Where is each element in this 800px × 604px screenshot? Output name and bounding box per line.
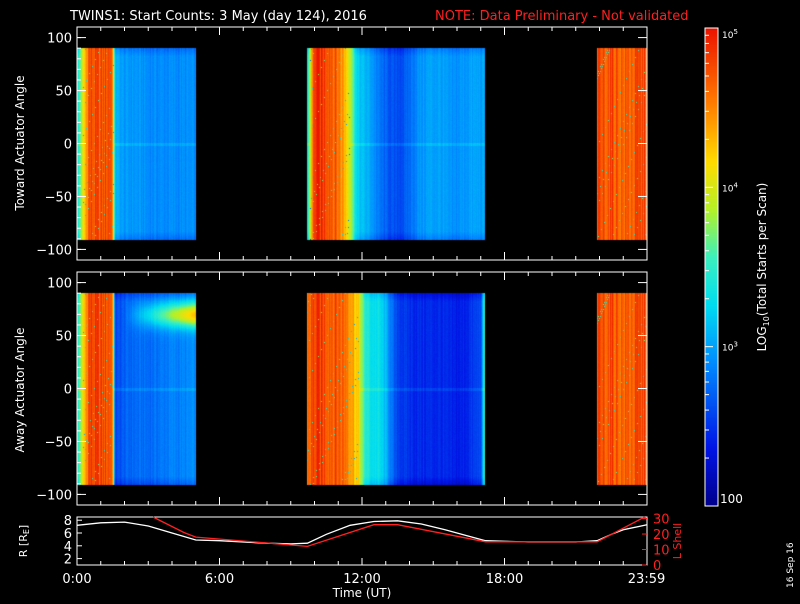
preliminary-note: NOTE: Data Preliminary - Not validated	[435, 9, 689, 24]
orbit-panel-frame	[76, 516, 648, 566]
lshell-tick-label: 10	[653, 544, 670, 559]
time-tick-label: 0:00	[62, 572, 91, 587]
radius-tick-label: 2	[64, 553, 72, 568]
colorbar-tick-exp: 4	[733, 181, 738, 189]
plot-title: TWINS1: Start Counts: 3 May (day 124), 2…	[69, 9, 367, 24]
time-tick-label: 18:00	[486, 572, 523, 587]
away-y-axis-label: Away Actuator Angle	[13, 327, 27, 452]
away-heatmap-panel: 100 50 0 −50 −100 Away Actuator Angle	[13, 271, 648, 506]
lshell-axis-label: L Shell	[671, 523, 684, 559]
time-tick-label: 6:00	[205, 572, 234, 587]
radius-tick-label: 6	[64, 527, 72, 542]
y-tick-label: 100	[47, 277, 72, 292]
lshell-line	[152, 516, 645, 548]
toward-heatmap-panel: 100 50 0 −50 −100 Toward Actuator Angle	[13, 26, 648, 261]
colorbar-tick-label: 105	[722, 28, 738, 41]
radius-axis-label: R [RE]	[17, 525, 31, 557]
y-tick-label: 0	[64, 383, 72, 398]
colorbar-title: LOG10(Total Starts per Scan)	[755, 183, 771, 352]
away-heatmap-image	[77, 272, 647, 505]
colorbar-min-label: 100	[720, 492, 743, 506]
toward-y-axis-label: Toward Actuator Angle	[13, 75, 27, 211]
colorbar-tick-base: 10	[722, 31, 734, 41]
date-stamp: 16 Sep 16	[786, 542, 796, 588]
toward-heatmap-image	[77, 27, 647, 260]
colorbar-gradient	[705, 28, 718, 506]
toward-axis-ticks: 100 50 0 −50 −100	[36, 27, 648, 260]
colorbar-tick-exp: 5	[733, 28, 737, 36]
time-tick-label: 12:00	[343, 572, 380, 587]
lshell-tick-label: 30	[653, 513, 670, 528]
colorbar-tick-label: 104	[722, 181, 738, 194]
radius-tick-label: 8	[64, 514, 72, 529]
lshell-tick-label: 20	[653, 528, 670, 543]
time-tick-label: 23:59	[628, 572, 665, 587]
y-tick-label: −100	[36, 488, 72, 503]
y-tick-label: 50	[55, 85, 72, 100]
y-tick-label: −50	[45, 435, 72, 450]
radius-tick-label: 4	[64, 540, 72, 555]
colorbar-tick-base: 10	[722, 344, 734, 354]
colorbar-tick-base: 10	[722, 184, 734, 194]
y-tick-label: 50	[55, 330, 72, 345]
y-tick-label: 100	[47, 32, 72, 47]
away-axis-ticks: 100 50 0 −50 −100	[36, 272, 648, 505]
y-tick-label: 0	[64, 138, 72, 153]
colorbar-tick-exp: 3	[733, 341, 737, 349]
y-tick-label: −50	[45, 190, 72, 205]
y-tick-label: −100	[36, 243, 72, 258]
colorbar-tick-label: 103	[722, 341, 738, 354]
time-axis-label: Time (UT)	[332, 586, 392, 600]
lshell-tick-label: 0	[653, 559, 661, 574]
orbit-lines	[76, 516, 648, 548]
